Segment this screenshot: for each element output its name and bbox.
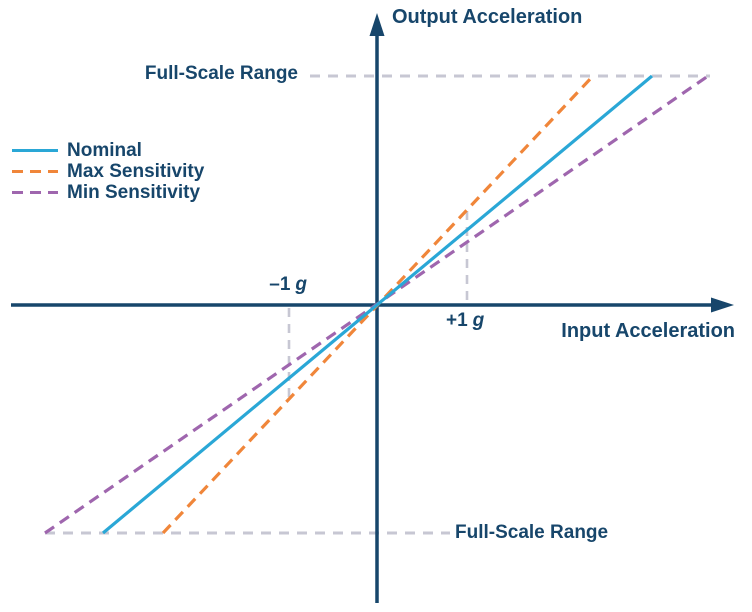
legend-item-min-sensitivity: Min Sensitivity	[12, 182, 204, 203]
minus-1g-value: –1	[269, 274, 291, 295]
legend-item-nominal: Nominal	[12, 140, 204, 161]
legend-label-max-sensitivity: Max Sensitivity	[67, 160, 205, 182]
y-axis-title: Output Acceleration	[392, 6, 583, 28]
plus-1g-unit: g	[472, 310, 485, 331]
x-axis-title: Input Acceleration	[561, 320, 735, 342]
plus-1g-tick-label: +1 g	[446, 310, 484, 331]
full-scale-range-label-bottom: Full-Scale Range	[455, 522, 609, 543]
plus-1g-value: +1	[446, 310, 468, 331]
nominal-line	[101, 74, 654, 535]
minus-1g-unit: g	[295, 274, 307, 295]
legend-swatch-max-sensitivity	[12, 170, 58, 173]
legend: Nominal Max Sensitivity Min Sensitivity	[12, 140, 204, 203]
x-axis-arrowhead	[711, 297, 734, 313]
minus-1g-tick-label: –1 g	[269, 274, 307, 295]
legend-label-nominal: Nominal	[67, 139, 142, 161]
legend-swatch-nominal	[12, 149, 58, 152]
full-scale-range-label-top: Full-Scale Range	[144, 63, 298, 84]
y-axis-arrowhead	[369, 13, 385, 36]
legend-label-min-sensitivity: Min Sensitivity	[67, 181, 201, 203]
legend-item-max-sensitivity: Max Sensitivity	[12, 161, 204, 182]
legend-swatch-min-sensitivity	[12, 191, 58, 194]
